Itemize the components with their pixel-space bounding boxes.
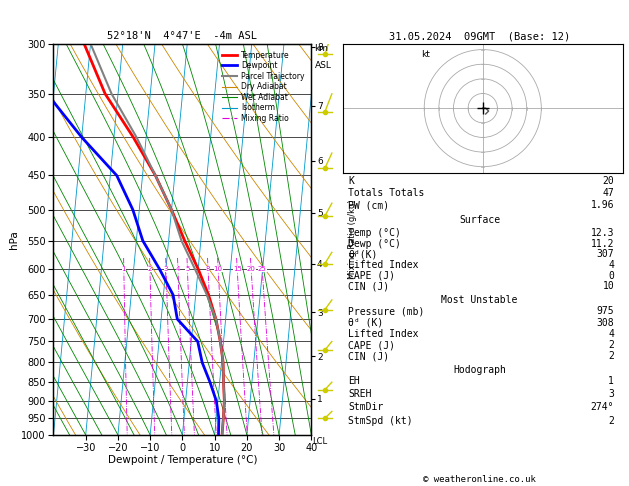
Text: 2: 2 [608, 416, 614, 426]
Text: 20: 20 [247, 266, 255, 272]
Text: Dewp (°C): Dewp (°C) [348, 239, 401, 248]
Text: 25: 25 [258, 266, 267, 272]
Text: 1: 1 [608, 376, 614, 386]
Text: ASL: ASL [314, 61, 331, 70]
Legend: Temperature, Dewpoint, Parcel Trajectory, Dry Adiabat, Wet Adiabat, Isotherm, Mi: Temperature, Dewpoint, Parcel Trajectory… [219, 48, 308, 126]
Text: 307: 307 [596, 249, 614, 259]
X-axis label: Dewpoint / Temperature (°C): Dewpoint / Temperature (°C) [108, 455, 257, 466]
Text: 15: 15 [233, 266, 242, 272]
Text: 1.96: 1.96 [591, 200, 614, 210]
Text: K: K [348, 176, 354, 186]
Text: 3: 3 [164, 266, 169, 272]
Text: θᵈ(K): θᵈ(K) [348, 249, 377, 259]
Y-axis label: Mixing Ratio (g/kg): Mixing Ratio (g/kg) [348, 200, 357, 279]
Text: 308: 308 [596, 318, 614, 328]
Text: 274°: 274° [591, 402, 614, 413]
Text: 2: 2 [608, 340, 614, 350]
Text: 12.3: 12.3 [591, 228, 614, 238]
Text: 2: 2 [608, 351, 614, 362]
Text: CIN (J): CIN (J) [348, 281, 389, 291]
Text: CIN (J): CIN (J) [348, 351, 389, 362]
Text: Lifted Index: Lifted Index [348, 329, 418, 339]
Text: EH: EH [348, 376, 360, 386]
Text: Temp (°C): Temp (°C) [348, 228, 401, 238]
Text: 1: 1 [121, 266, 126, 272]
Text: Lifted Index: Lifted Index [348, 260, 418, 270]
Text: StmDir: StmDir [348, 402, 383, 413]
Text: 4: 4 [175, 266, 180, 272]
Text: 10: 10 [603, 281, 614, 291]
Text: Totals Totals: Totals Totals [348, 188, 425, 198]
Text: 0: 0 [608, 271, 614, 280]
Text: 52°18'N  4°47'E  -4m ASL: 52°18'N 4°47'E -4m ASL [108, 31, 257, 41]
Text: PW (cm): PW (cm) [348, 200, 389, 210]
Text: 20: 20 [603, 176, 614, 186]
Text: 47: 47 [603, 188, 614, 198]
Text: Hodograph: Hodograph [453, 365, 506, 375]
Text: kt: kt [421, 50, 430, 59]
Text: Most Unstable: Most Unstable [442, 295, 518, 305]
Text: km: km [314, 44, 328, 53]
Text: SREH: SREH [348, 389, 372, 399]
Text: 3: 3 [608, 389, 614, 399]
Text: 2: 2 [148, 266, 152, 272]
Text: LCL: LCL [313, 437, 328, 447]
Text: StmSpd (kt): StmSpd (kt) [348, 416, 413, 426]
Text: 8: 8 [206, 266, 210, 272]
Text: 10: 10 [214, 266, 223, 272]
Text: 4: 4 [608, 260, 614, 270]
Y-axis label: hPa: hPa [9, 230, 18, 249]
Text: Pressure (mb): Pressure (mb) [348, 306, 425, 316]
Text: CAPE (J): CAPE (J) [348, 271, 395, 280]
Text: CAPE (J): CAPE (J) [348, 340, 395, 350]
Text: 4: 4 [608, 329, 614, 339]
Text: 11.2: 11.2 [591, 239, 614, 248]
Text: Surface: Surface [459, 215, 500, 225]
Text: © weatheronline.co.uk: © weatheronline.co.uk [423, 474, 536, 484]
Text: 31.05.2024  09GMT  (Base: 12): 31.05.2024 09GMT (Base: 12) [389, 31, 571, 41]
Text: 5: 5 [185, 266, 189, 272]
Text: 975: 975 [596, 306, 614, 316]
Text: θᵈ (K): θᵈ (K) [348, 318, 383, 328]
